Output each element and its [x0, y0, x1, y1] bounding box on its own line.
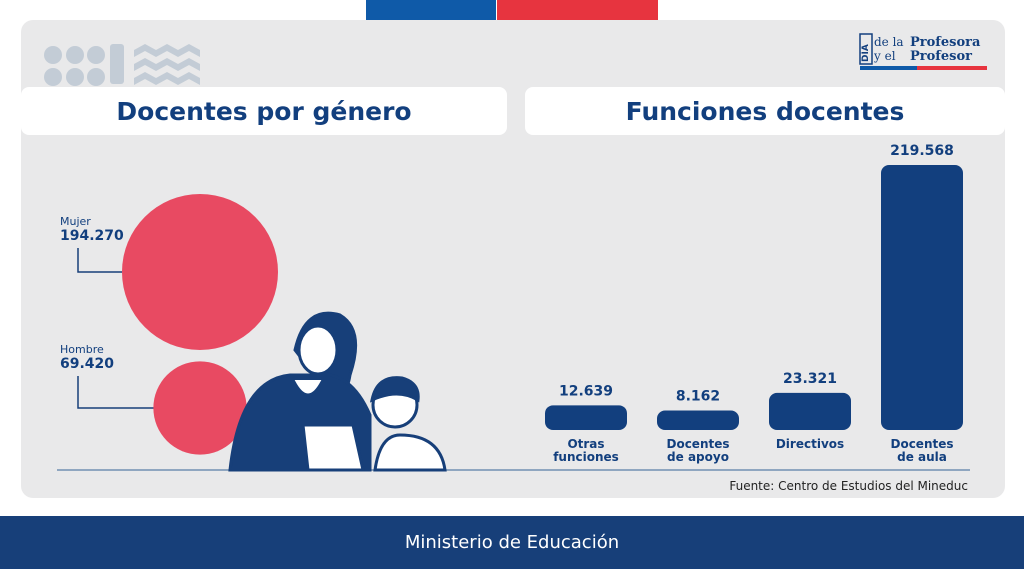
- logo-text: Profesora: [910, 35, 981, 50]
- logo-text: y el: [873, 49, 896, 63]
- functions-section-title: Funciones docentes: [525, 87, 1005, 135]
- bar-0: [545, 405, 627, 430]
- bar-value-label: 12.639: [559, 383, 613, 399]
- label-mujer: Mujer 194.270: [60, 215, 124, 244]
- leader-line: [77, 376, 154, 409]
- logo-mark: DÍA: [859, 44, 871, 62]
- category-label: Directivos: [776, 437, 844, 451]
- bar-3: [881, 165, 963, 430]
- bar-2: [769, 392, 851, 430]
- bar-value-label: 8.162: [676, 389, 720, 405]
- bar-1: [657, 410, 739, 430]
- footer-ministry: Ministerio de Educación: [0, 516, 1024, 569]
- flag-blue-stripe: [366, 0, 496, 20]
- source-note: Fuente: Centro de Estudios del Mineduc: [729, 479, 968, 493]
- logo-dia-profesor: DÍA de la y el Profesora Profesor: [859, 33, 987, 70]
- bar-value-label: 219.568: [890, 143, 954, 159]
- flag-red-stripe: [497, 0, 658, 20]
- category-label: de apoyo: [667, 450, 729, 464]
- category-label: de aula: [897, 450, 947, 464]
- circle-mujer: [122, 194, 278, 350]
- gender-section-title: Docentes por género: [21, 87, 507, 135]
- bar-value-label: 23.321: [783, 371, 837, 387]
- leader-line: [77, 248, 122, 273]
- logo-text: Profesor: [910, 49, 972, 64]
- logo-text: de la: [874, 35, 904, 49]
- category-label: Otras: [567, 437, 604, 451]
- category-label: funciones: [553, 450, 619, 464]
- category-label: Docentes: [890, 437, 953, 451]
- circle-hombre: [153, 361, 247, 455]
- category-label: Docentes: [666, 437, 729, 451]
- teacher-student-illustration: [228, 311, 447, 472]
- coat-pattern-icon: [44, 44, 200, 86]
- label-hombre: Hombre 69.420: [60, 343, 115, 372]
